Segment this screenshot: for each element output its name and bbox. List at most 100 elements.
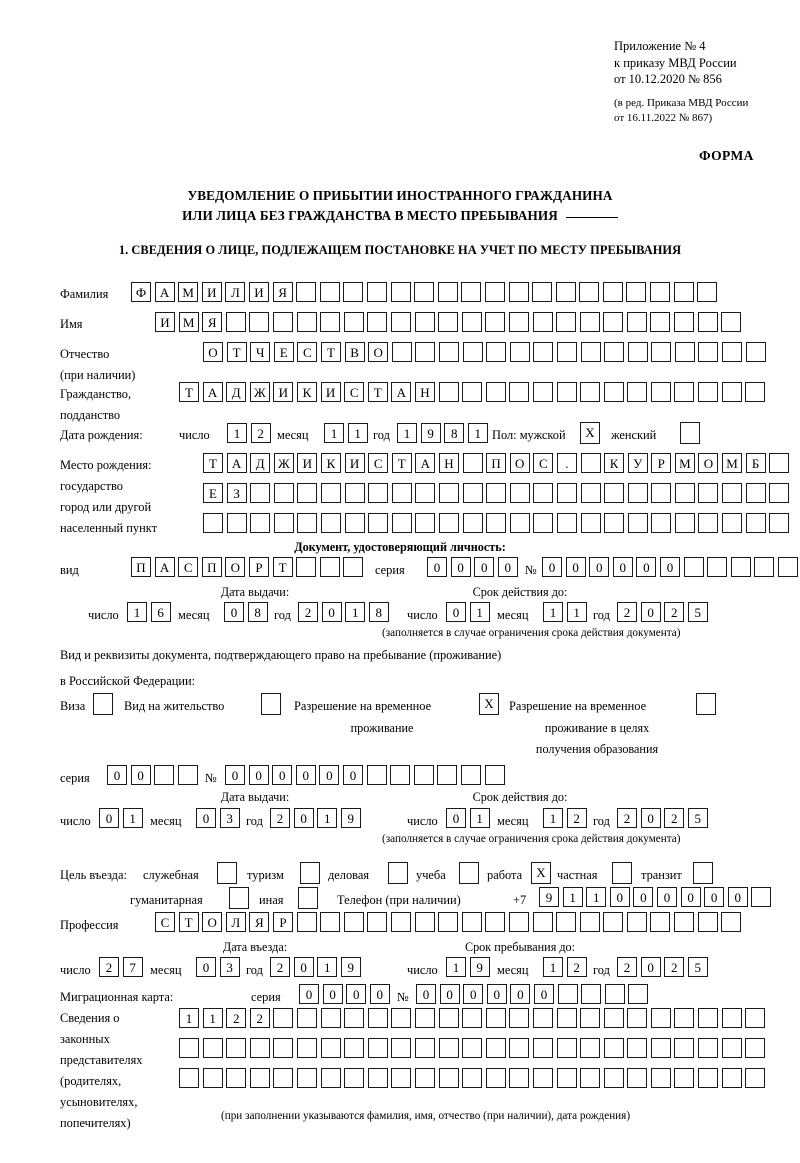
char-cell[interactable]: Т: [272, 557, 293, 577]
char-cell[interactable]: [437, 765, 458, 785]
char-cell[interactable]: 0: [272, 765, 293, 785]
char-cell[interactable]: [391, 1068, 412, 1088]
char-cell[interactable]: 0: [427, 557, 447, 577]
birth-place-row-3[interactable]: [203, 513, 790, 533]
char-cell[interactable]: [414, 1008, 435, 1028]
checkbox-purpose-tourism[interactable]: [300, 862, 320, 884]
char-cell[interactable]: [604, 342, 625, 362]
char-cell[interactable]: [461, 312, 482, 332]
char-cell[interactable]: [579, 312, 600, 332]
char-cell[interactable]: 0: [704, 887, 725, 907]
char-cell[interactable]: 2: [617, 808, 637, 828]
char-cell[interactable]: [296, 912, 317, 932]
char-cell[interactable]: 0: [680, 887, 701, 907]
char-cell[interactable]: [296, 1068, 317, 1088]
char-cell[interactable]: [272, 312, 293, 332]
char-cell[interactable]: [438, 312, 459, 332]
char-cell[interactable]: [604, 483, 625, 503]
char-cell[interactable]: [532, 1008, 553, 1028]
char-cell[interactable]: Ф: [131, 282, 151, 302]
char-cell[interactable]: [273, 1008, 294, 1028]
checkbox-purpose-business[interactable]: [388, 862, 408, 884]
checkbox-sex-male[interactable]: X: [580, 422, 600, 444]
char-cell[interactable]: С: [178, 557, 199, 577]
char-cell[interactable]: [508, 912, 529, 932]
char-cell[interactable]: [319, 557, 340, 577]
char-cell[interactable]: .: [556, 453, 577, 473]
char-cell[interactable]: [697, 912, 718, 932]
char-cell[interactable]: [509, 483, 530, 503]
char-cell[interactable]: [533, 483, 554, 503]
char-cell[interactable]: К: [320, 453, 341, 473]
char-cell[interactable]: [674, 1008, 695, 1028]
char-cell[interactable]: [721, 1008, 742, 1028]
char-cell[interactable]: [320, 483, 341, 503]
char-cell[interactable]: [438, 1038, 459, 1058]
char-cell[interactable]: [391, 513, 412, 533]
char-cell[interactable]: [674, 912, 695, 932]
char-cell[interactable]: 2: [250, 423, 271, 443]
char-cell[interactable]: 0: [565, 557, 586, 577]
char-cell[interactable]: [627, 1008, 648, 1028]
char-cell[interactable]: [367, 312, 388, 332]
char-cell[interactable]: [202, 1068, 223, 1088]
char-cell[interactable]: 1: [324, 423, 344, 443]
char-cell[interactable]: П: [201, 557, 222, 577]
char-cell[interactable]: И: [201, 282, 222, 302]
char-cell[interactable]: Я: [249, 912, 270, 932]
char-cell[interactable]: [580, 483, 601, 503]
char-cell[interactable]: [249, 1068, 270, 1088]
char-cell[interactable]: [698, 382, 719, 402]
char-cell[interactable]: [438, 483, 459, 503]
char-cell[interactable]: [509, 1068, 530, 1088]
char-cell[interactable]: 2: [99, 957, 119, 977]
char-cell[interactable]: [674, 513, 695, 533]
char-cell[interactable]: [462, 1038, 483, 1058]
char-cell[interactable]: [485, 1008, 506, 1028]
char-cell[interactable]: [532, 282, 553, 302]
char-cell[interactable]: К: [604, 453, 625, 473]
char-cell[interactable]: [462, 483, 483, 503]
char-cell[interactable]: 1: [543, 602, 563, 622]
char-cell[interactable]: 0: [497, 557, 518, 577]
char-cell[interactable]: [721, 912, 742, 932]
char-cell[interactable]: [683, 557, 704, 577]
char-cell[interactable]: [486, 483, 507, 503]
char-cell[interactable]: 3: [219, 957, 240, 977]
char-cell[interactable]: [226, 513, 247, 533]
char-cell[interactable]: С: [155, 912, 175, 932]
char-cell[interactable]: 0: [130, 765, 151, 785]
char-cell[interactable]: [438, 1068, 459, 1088]
char-cell[interactable]: 0: [640, 602, 661, 622]
char-cell[interactable]: [650, 1038, 671, 1058]
char-cell[interactable]: [415, 513, 436, 533]
char-cell[interactable]: [226, 1068, 247, 1088]
char-cell[interactable]: 0: [463, 984, 484, 1004]
char-cell[interactable]: Ч: [250, 342, 271, 362]
char-cell[interactable]: [721, 312, 742, 332]
char-cell[interactable]: [556, 513, 577, 533]
char-cell[interactable]: [462, 342, 483, 362]
char-cell[interactable]: [391, 483, 412, 503]
char-cell[interactable]: [557, 984, 578, 1004]
char-cell[interactable]: М: [722, 453, 743, 473]
char-cell[interactable]: [414, 282, 435, 302]
char-cell[interactable]: [225, 312, 246, 332]
char-cell[interactable]: Е: [203, 483, 223, 503]
char-cell[interactable]: О: [203, 342, 223, 362]
checkbox-visa[interactable]: [93, 693, 113, 715]
char-cell[interactable]: 0: [346, 984, 367, 1004]
char-cell[interactable]: [320, 1068, 341, 1088]
char-cell[interactable]: [745, 1068, 766, 1088]
char-cell[interactable]: А: [154, 557, 175, 577]
char-cell[interactable]: [532, 1068, 553, 1088]
